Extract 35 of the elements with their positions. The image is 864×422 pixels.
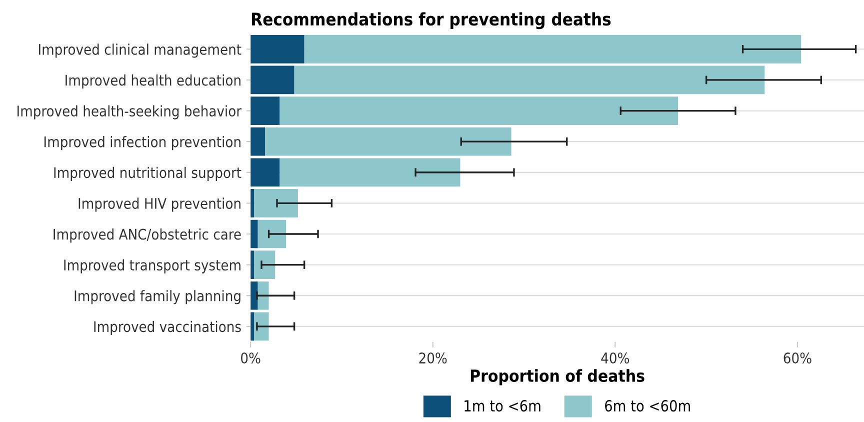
bar (304, 34, 802, 64)
y-tick-label: Improved health-seeking behavior (18, 105, 242, 120)
bar (250, 66, 294, 94)
bar (250, 158, 280, 187)
x-tick-label: 0% (241, 352, 260, 364)
bar (258, 281, 269, 310)
bar (254, 189, 298, 218)
y-tick-label: Improved nutritional support (54, 166, 242, 181)
y-tick-label: Improved transport system (64, 259, 240, 274)
bar (280, 158, 460, 187)
y-tick-label: Improved family planning (74, 290, 240, 304)
bar (250, 127, 266, 156)
chart-title: Recommendations for preventing deaths (252, 12, 611, 30)
y-tick-label: Improved clinical management (38, 44, 242, 58)
bar (265, 127, 512, 156)
x-tick-label: 60% (784, 352, 812, 364)
legend-label: 6m to <60m (605, 400, 690, 412)
y-tick-label: Improved health education (66, 74, 240, 89)
legend-label: 1m to <6m (464, 400, 540, 412)
bar (250, 96, 280, 125)
y-tick-label: Improved vaccinations (94, 320, 241, 335)
bar (294, 66, 765, 94)
bar (250, 34, 304, 64)
y-tick-label: Improved ANC/obstetric care (54, 228, 241, 243)
x-tick-label: 20% (419, 352, 447, 364)
y-tick-label: Improved HIV prevention (78, 198, 240, 212)
bar (258, 220, 286, 248)
bar (250, 220, 258, 248)
y-tick-label: Improved infection prevention (44, 136, 240, 150)
bar (254, 312, 269, 341)
bar (280, 96, 678, 125)
x-tick-label: 40% (601, 352, 630, 364)
bar (250, 281, 258, 310)
x-axis-title: Proportion of deaths (470, 369, 644, 386)
bar (254, 250, 276, 279)
